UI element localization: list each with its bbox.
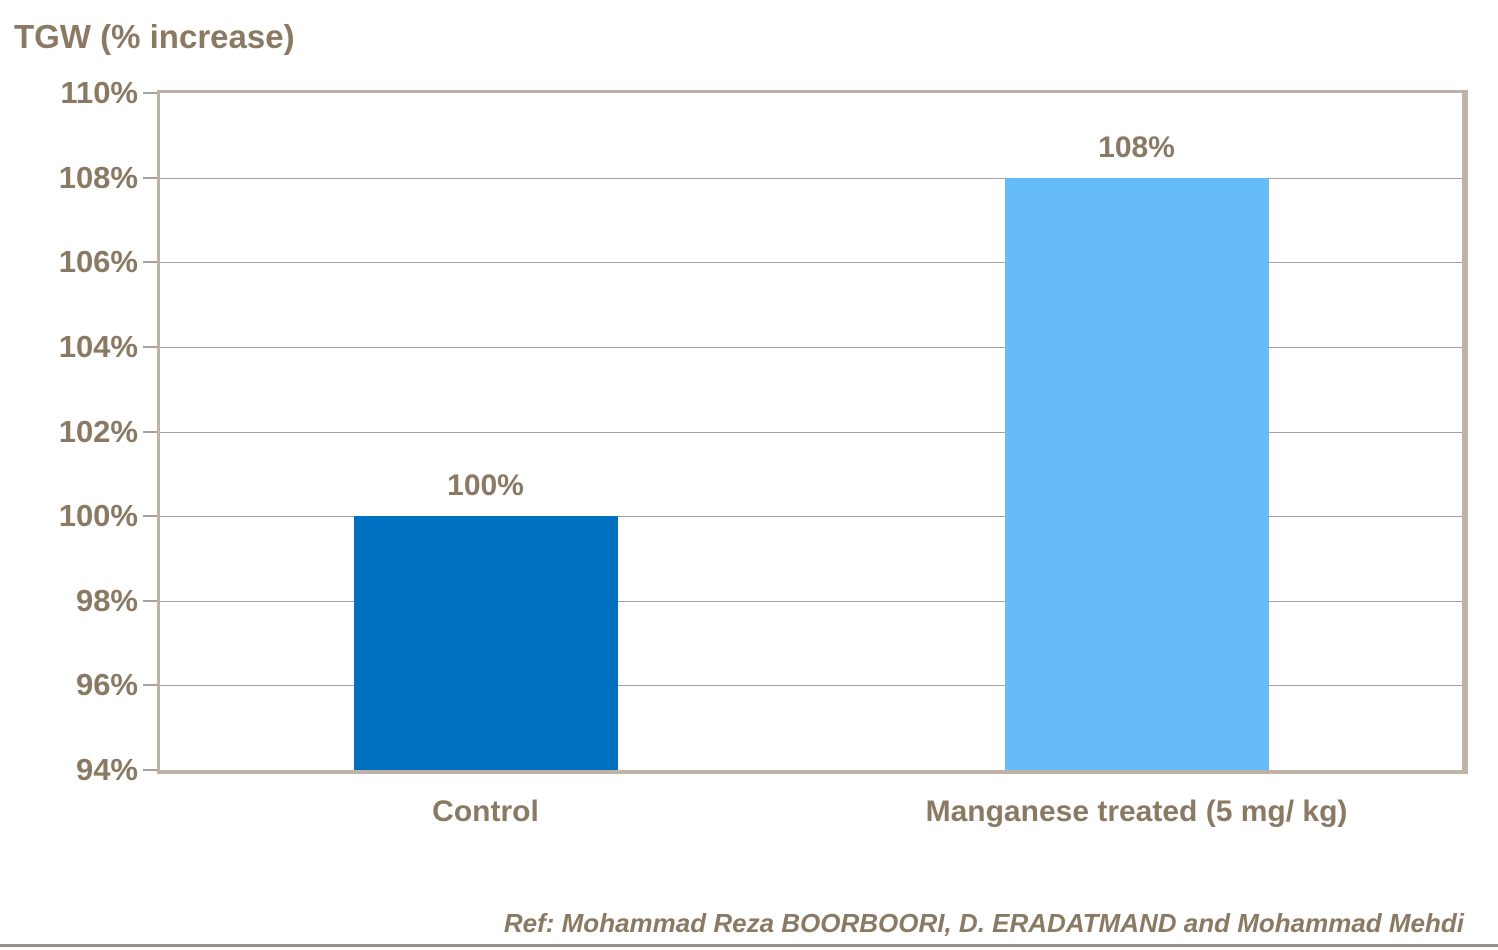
gridline [160, 431, 1462, 433]
gridline [160, 685, 1462, 687]
gridline [160, 346, 1462, 348]
gridline [160, 177, 1462, 179]
y-axis-tick-label: 106% [58, 244, 138, 280]
y-axis-tick-mark [143, 599, 157, 602]
y-axis-tick-mark [143, 176, 157, 179]
bar-manganese-treated-5-mg-kg [1004, 177, 1269, 770]
y-axis-tick-label: 100% [58, 498, 138, 534]
y-axis-tick-mark [143, 684, 157, 687]
gridline [160, 262, 1462, 264]
x-axis-category-label: Manganese treated (5 mg/ kg) [925, 795, 1348, 828]
bottom-divider [0, 944, 1498, 947]
y-axis-tick-mark [143, 345, 157, 348]
x-axis-category-label: Control [432, 795, 539, 828]
y-axis-tick-label: 98% [75, 582, 138, 618]
y-axis-tick-mark [143, 769, 157, 771]
y-axis-tick-label: 104% [58, 328, 138, 364]
y-axis-tick-mark [143, 515, 157, 518]
bar-value-label: 108% [1098, 130, 1175, 164]
gridline [160, 516, 1462, 518]
gridline [160, 600, 1462, 602]
y-axis-tick-label: 94% [75, 752, 138, 787]
reference-citation: Ref: Mohammad Reza BOORBOORI, D. ERADATM… [503, 908, 1464, 938]
bar-value-label: 100% [447, 469, 524, 503]
y-axis-tick-mark [143, 92, 157, 94]
y-axis-tick-label: 108% [58, 159, 138, 195]
plot-area [157, 90, 1468, 774]
y-axis-tick-label: 110% [60, 75, 138, 110]
y-axis-tick-label: 102% [58, 413, 138, 449]
y-axis-tick-mark [143, 261, 157, 264]
y-axis-tick-label: 96% [75, 667, 138, 703]
chart-title: TGW (% increase) [14, 18, 295, 55]
bar-control [353, 516, 618, 770]
y-axis-tick-mark [143, 430, 157, 433]
